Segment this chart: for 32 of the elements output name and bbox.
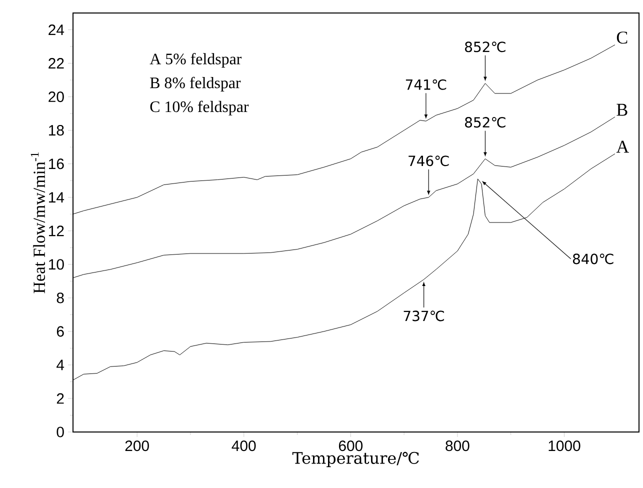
x-tick-label: 400 [232,440,256,452]
annotation: 746℃ [408,156,449,166]
y-tick-label: 2 [56,393,64,404]
y-tick-label: 8 [56,292,64,304]
x-tick-label: 200 [125,440,149,452]
annotation: 852℃ [465,117,506,128]
x-tick-label: 800 [446,440,470,452]
y-tick-label: 14 [49,192,64,202]
annotation: 840℃ [572,254,614,264]
x-tick-label: 1000 [548,440,580,452]
annotation: 852℃ [465,42,506,52]
annotation: C 10% feldspar [150,100,249,116]
y-tick-label: 0 [56,426,64,438]
annotation: 737℃ [404,310,444,322]
annotation: A 5% feldspar [150,52,242,68]
y-tick-label: 10 [49,259,64,270]
y-tick-label: 16 [49,158,64,170]
y-tick-label: 4 [56,360,64,370]
series-label: A [616,140,630,153]
x-axis-title: Temperature/℃ [292,452,419,468]
y-tick-label: 6 [56,326,64,337]
y-axis-title: Heat Flow/mw/min$^{-1}$ [30,152,46,294]
y-tick-label: 20 [48,91,64,102]
y-tick-label: 24 [48,24,64,35]
x-tick-label: 600 [338,440,363,452]
annotation: 741℃ [406,79,446,90]
series-label: C [616,32,628,44]
y-tick-label: 22 [48,58,64,68]
y-tick-label: 12 [49,226,64,236]
y-tick-label: 18 [49,125,64,136]
series-label: B [616,104,628,116]
annotation: B 8% feldspar [150,76,241,92]
